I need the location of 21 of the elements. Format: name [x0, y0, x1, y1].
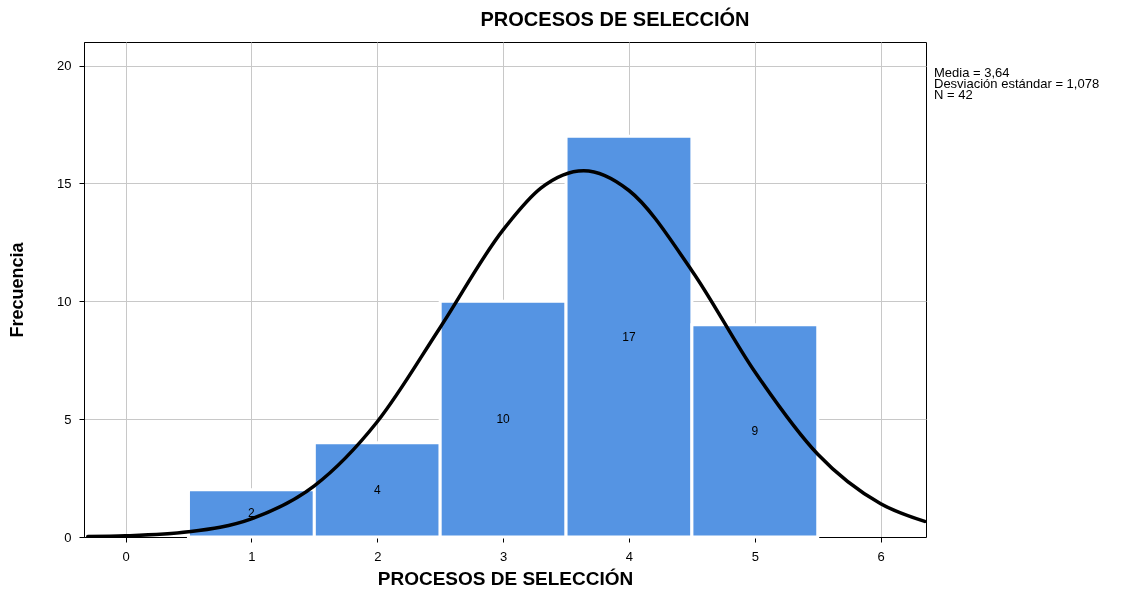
x-axis-title: PROCESOS DE SELECCIÓN	[377, 567, 634, 589]
data-label: 2	[248, 506, 256, 521]
y-tick-label: 20	[57, 58, 72, 74]
text: N = 42	[934, 87, 973, 102]
data-label: 10	[496, 412, 511, 427]
data-label: 9	[751, 423, 759, 438]
data-label: 4	[373, 482, 381, 497]
data-label: 17	[622, 329, 636, 344]
x-tick-label: 6	[877, 548, 885, 564]
y-tick-label: 5	[64, 411, 72, 427]
x-tick-label: 4	[625, 548, 634, 564]
chart-title: PROCESOS DE SELECCIÓN	[480, 7, 750, 30]
x-tick-label: 0	[122, 548, 130, 564]
y-tick-label: 0	[64, 529, 72, 545]
x-tick-label: 2	[374, 548, 382, 564]
y-tick-label: 10	[57, 293, 72, 309]
y-axis-title: Frecuencia	[7, 241, 28, 338]
y-tick-label: 15	[57, 175, 72, 191]
x-tick-label: 3	[499, 548, 508, 564]
x-tick-label: 1	[248, 548, 256, 564]
x-tick-label: 5	[751, 548, 759, 564]
